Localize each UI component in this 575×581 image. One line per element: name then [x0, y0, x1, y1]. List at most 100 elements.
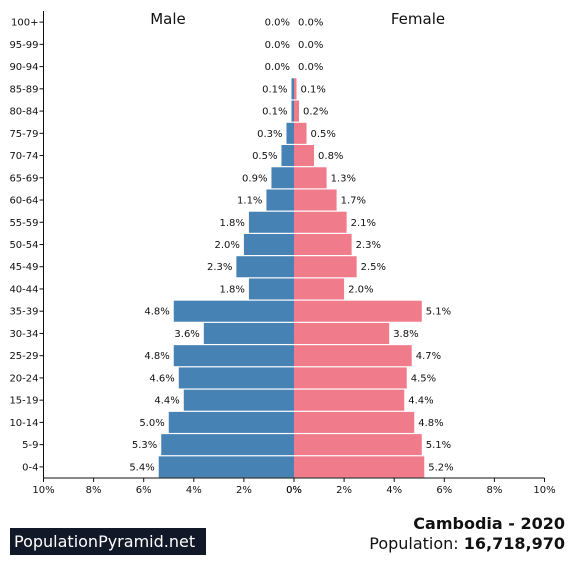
y-tick-label: 20-24: [9, 373, 38, 384]
bar-male: [286, 122, 294, 144]
population-pyramid-chart: Male Female 5.4% 5.2% 0-4 5.3% 5.1% 5-9 5.0% 4.8%…: [9, 10, 555, 496]
y-tick-label: 85-89: [9, 84, 38, 95]
data-label-female: 4.4%: [408, 396, 433, 407]
y-tick-label: 90-94: [9, 62, 38, 73]
bar-female: [294, 434, 422, 456]
data-label-female: 4.7%: [416, 351, 441, 362]
data-label-male: 4.4%: [154, 396, 179, 407]
bar-male: [271, 167, 294, 189]
data-label-male: 3.6%: [174, 329, 199, 340]
data-label-female: 0.0%: [298, 40, 323, 51]
data-label-female: 0.2%: [303, 107, 328, 118]
data-label-female: 2.5%: [361, 262, 386, 273]
data-label-female: 2.1%: [351, 218, 376, 229]
data-label-male: 5.0%: [139, 418, 164, 429]
x-tick-label-left: 4%: [186, 485, 202, 496]
data-label-female: 2.0%: [348, 284, 373, 295]
data-label-male: 2.0%: [214, 240, 239, 251]
bar-male: [236, 256, 294, 278]
x-tick-label-right: 4%: [386, 485, 402, 496]
bar-male: [161, 434, 294, 456]
y-tick-label: 40-44: [9, 284, 38, 295]
x-tick-label-left: 2%: [236, 485, 252, 496]
x-tick-label-right: 0%: [286, 485, 302, 496]
bar-female: [294, 122, 307, 144]
data-label-male: 1.1%: [237, 196, 262, 207]
bar-male: [168, 411, 294, 433]
bar-female: [294, 145, 315, 167]
y-tick-label: 45-49: [9, 262, 38, 273]
series-label-male: Male: [150, 10, 186, 28]
country-year-title: Cambodia - 2020: [413, 514, 565, 533]
data-label-male: 4.8%: [144, 307, 169, 318]
x-tick-label-right: 2%: [336, 485, 352, 496]
y-tick-label: 75-79: [9, 129, 38, 140]
bar-female: [294, 100, 300, 122]
data-label-male: 0.3%: [257, 129, 282, 140]
data-label-female: 5.1%: [426, 307, 451, 318]
data-label-female: 5.2%: [428, 462, 453, 473]
bar-male: [158, 456, 294, 478]
data-label-female: 5.1%: [426, 440, 451, 451]
bar-male: [173, 345, 294, 367]
y-tick-label: 35-39: [9, 307, 38, 318]
data-label-female: 3.8%: [393, 329, 418, 340]
bar-male: [248, 211, 294, 233]
data-label-female: 0.0%: [298, 18, 323, 29]
bar-male: [173, 300, 294, 322]
y-tick-label: 15-19: [9, 396, 38, 407]
bar-female: [294, 78, 297, 100]
bar-male: [248, 278, 294, 300]
data-label-female: 1.7%: [341, 196, 366, 207]
data-label-male: 1.8%: [220, 218, 245, 229]
data-label-female: 1.3%: [331, 173, 356, 184]
bar-female: [294, 300, 422, 322]
x-tick-label-right: 10%: [533, 485, 555, 496]
bar-female: [294, 233, 352, 256]
y-tick-label: 80-84: [9, 107, 38, 118]
y-tick-label: 25-29: [9, 351, 38, 362]
x-tick-label-left: 8%: [86, 485, 102, 496]
brand-logo[interactable]: PopulationPyramid.net: [10, 528, 206, 555]
data-label-male: 0.1%: [262, 107, 287, 118]
bar-male: [291, 100, 294, 122]
data-label-male: 5.4%: [129, 462, 154, 473]
data-label-female: 0.8%: [318, 151, 343, 162]
bar-female: [294, 411, 415, 433]
population-summary: Population: 16,718,970: [369, 534, 565, 553]
y-tick-label: 5-9: [22, 440, 38, 451]
bar-female: [294, 345, 412, 367]
bar-female: [294, 389, 405, 411]
x-tick-label-right: 8%: [486, 485, 502, 496]
x-tick-label-left: 10%: [32, 485, 54, 496]
series-label-female: Female: [391, 10, 445, 28]
bar-female: [294, 256, 357, 278]
bar-female: [294, 322, 390, 344]
data-label-male: 0.0%: [265, 18, 290, 29]
x-tick-label-left: 6%: [136, 485, 152, 496]
bar-female: [294, 456, 425, 478]
y-tick-label: 70-74: [9, 151, 38, 162]
data-label-female: 0.0%: [298, 62, 323, 73]
bar-male: [281, 145, 294, 167]
y-tick-label: 55-59: [9, 218, 38, 229]
y-tick-label: 100+: [11, 18, 38, 29]
bar-male: [203, 322, 294, 344]
y-tick-label: 50-54: [9, 240, 38, 251]
data-label-male: 4.6%: [149, 373, 174, 384]
population-value: 16,718,970: [463, 534, 565, 553]
data-label-female: 0.1%: [301, 84, 326, 95]
population-label: Population:: [369, 534, 459, 553]
data-label-male: 0.5%: [252, 151, 277, 162]
data-label-male: 0.0%: [265, 40, 290, 51]
bar-female: [294, 367, 407, 389]
y-tick-label: 10-14: [9, 418, 38, 429]
y-tick-label: 65-69: [9, 173, 38, 184]
data-label-female: 0.5%: [311, 129, 336, 140]
data-label-male: 0.1%: [262, 84, 287, 95]
data-label-female: 4.8%: [418, 418, 443, 429]
data-label-male: 4.8%: [144, 351, 169, 362]
bar-male: [291, 78, 294, 100]
x-tick-label-right: 6%: [436, 485, 452, 496]
y-tick-label: 60-64: [9, 196, 38, 207]
